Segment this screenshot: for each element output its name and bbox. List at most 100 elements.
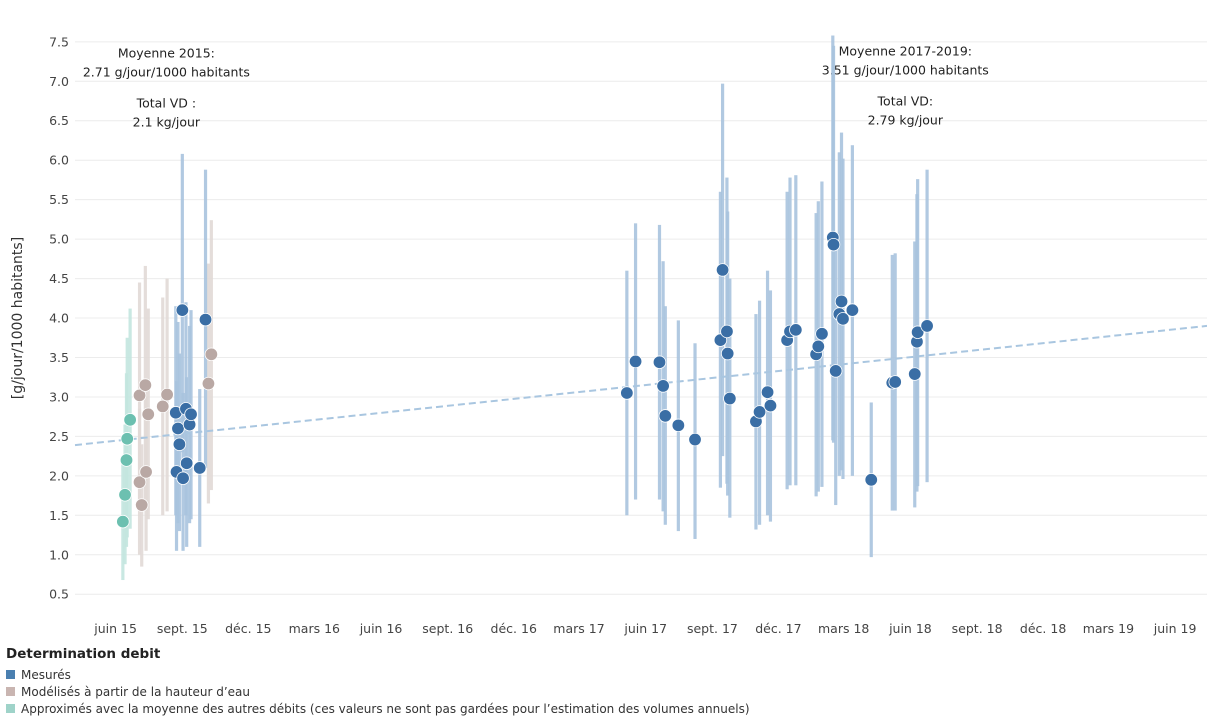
data-point xyxy=(118,488,132,502)
y-tick-label: 6.0 xyxy=(49,153,69,168)
data-point xyxy=(172,437,187,451)
data-point xyxy=(910,325,925,339)
data-point xyxy=(826,237,841,252)
data-point xyxy=(120,432,134,446)
x-tick-label: mars 16 xyxy=(289,621,340,636)
data-point xyxy=(156,399,170,414)
data-point xyxy=(175,303,190,317)
x-tick-label: déc. 17 xyxy=(755,621,801,636)
y-tick-label: 2.0 xyxy=(49,468,69,483)
annotations: Moyenne 2015: 2.71 g/jour/1000 habitants T… xyxy=(83,43,989,129)
data-point xyxy=(179,456,194,470)
x-tick-label: juin 19 xyxy=(1153,621,1197,636)
legend-item-mesures[interactable]: Mesurés xyxy=(6,666,750,683)
gridlines xyxy=(75,41,1207,595)
annotation-line: 2.71 g/jour/1000 habitants xyxy=(83,65,250,80)
range-bar xyxy=(180,153,184,453)
x-tick-label: mars 17 xyxy=(553,621,604,636)
y-tick-label: 3.0 xyxy=(49,389,69,404)
annotation-line: 3.51 g/jour/1000 habitants xyxy=(822,62,989,77)
data-point xyxy=(160,387,174,402)
data-point xyxy=(138,378,153,392)
data-point xyxy=(139,465,153,479)
data-point xyxy=(193,461,207,475)
legend-item-modelises[interactable]: Modélisés à partir de la hauteur d’eau xyxy=(6,683,750,700)
legend-label: Modélisés à partir de la hauteur d’eau xyxy=(21,684,251,699)
legend-label: Approximés avec la moyenne des autres dé… xyxy=(21,701,750,716)
x-tick-label: déc. 16 xyxy=(491,621,537,636)
legend-swatch xyxy=(6,670,15,679)
y-axis: 0.5 1.0 1.5 2.0 2.5 3.0 3.5 4.0 4.5 5.0 5.5 6.0 6.5 7… xyxy=(49,34,69,601)
legend: Determination debit Mesurés Modélisés à … xyxy=(6,646,750,717)
data-point xyxy=(204,347,219,362)
y-tick-label: 7.5 xyxy=(49,34,69,49)
data-point xyxy=(864,473,878,487)
x-tick-label: sept. 17 xyxy=(687,621,738,636)
data-point xyxy=(176,471,190,485)
data-point xyxy=(132,388,147,403)
y-tick-label: 3.5 xyxy=(49,350,69,365)
data-point xyxy=(836,312,850,326)
x-tick-label: déc. 18 xyxy=(1020,621,1066,636)
data-point xyxy=(620,386,634,400)
data-point xyxy=(811,339,826,354)
x-tick-label: juin 18 xyxy=(888,621,932,636)
data-point xyxy=(132,475,147,489)
chart: Moyenne 2015: 2.71 g/jour/1000 habitants T… xyxy=(10,34,1207,636)
annotation-line: Total VD: xyxy=(877,93,934,108)
data-point xyxy=(671,418,686,433)
data-point xyxy=(829,364,843,378)
y-tick-label: 4.5 xyxy=(49,271,69,286)
data-point xyxy=(198,312,213,327)
annotation-line: 2.79 kg/jour xyxy=(868,112,944,127)
data-point xyxy=(201,376,216,391)
x-tick-label: juin 15 xyxy=(93,621,137,636)
x-tick-label: juin 16 xyxy=(359,621,403,636)
y-tick-label: 5.0 xyxy=(49,232,69,247)
annotation-line: Moyenne 2017-2019: xyxy=(839,43,972,58)
trend-line xyxy=(74,324,1207,447)
legend-item-approximes[interactable]: Approximés avec la moyenne des autres dé… xyxy=(6,700,750,717)
y-tick-label: 1.0 xyxy=(49,547,69,562)
legend-swatch xyxy=(6,687,15,696)
annotation-line: Moyenne 2015: xyxy=(118,46,215,61)
x-tick-label: sept. 15 xyxy=(157,621,208,636)
annotation-line: 2.1 kg/jour xyxy=(133,115,201,130)
y-tick-label: 6.5 xyxy=(49,113,69,128)
data-point xyxy=(763,398,778,413)
x-tick-label: juin 17 xyxy=(623,621,667,636)
y-tick-label: 2.5 xyxy=(49,429,69,444)
data-point xyxy=(141,407,155,421)
y-axis-label: [g/jour/1000 habitants] xyxy=(10,237,26,399)
y-tick-label: 0.5 xyxy=(49,587,69,602)
data-point xyxy=(720,324,734,339)
trendline xyxy=(74,324,1207,447)
data-point xyxy=(135,498,149,512)
data-point xyxy=(845,303,860,317)
data-point xyxy=(888,375,902,389)
data-point xyxy=(628,354,643,369)
data-point xyxy=(815,327,829,341)
data-point xyxy=(688,432,702,447)
data-point xyxy=(184,407,198,421)
x-tick-label: mars 19 xyxy=(1083,621,1134,636)
data-point xyxy=(123,413,137,427)
data-point xyxy=(760,385,775,399)
x-axis: juin 15 sept. 15 déc. 15 mars 16 juin 16 sept… xyxy=(93,621,1196,636)
data-point xyxy=(920,319,934,333)
x-tick-label: sept. 16 xyxy=(422,621,473,636)
x-tick-label: déc. 15 xyxy=(225,621,271,636)
legend-title: Determination debit xyxy=(6,646,161,662)
annotation-line: Total VD : xyxy=(136,96,197,111)
data-points xyxy=(116,230,934,529)
y-tick-label: 1.5 xyxy=(49,508,69,523)
data-point xyxy=(119,453,134,467)
y-tick-label: 5.5 xyxy=(49,192,69,207)
x-tick-label: sept. 18 xyxy=(952,621,1003,636)
data-point xyxy=(171,421,185,436)
y-tick-label: 4.0 xyxy=(49,311,69,326)
y-tick-label: 7.0 xyxy=(49,74,69,89)
data-point xyxy=(723,391,737,406)
legend-label: Mesurés xyxy=(21,667,71,682)
data-point xyxy=(658,409,672,423)
